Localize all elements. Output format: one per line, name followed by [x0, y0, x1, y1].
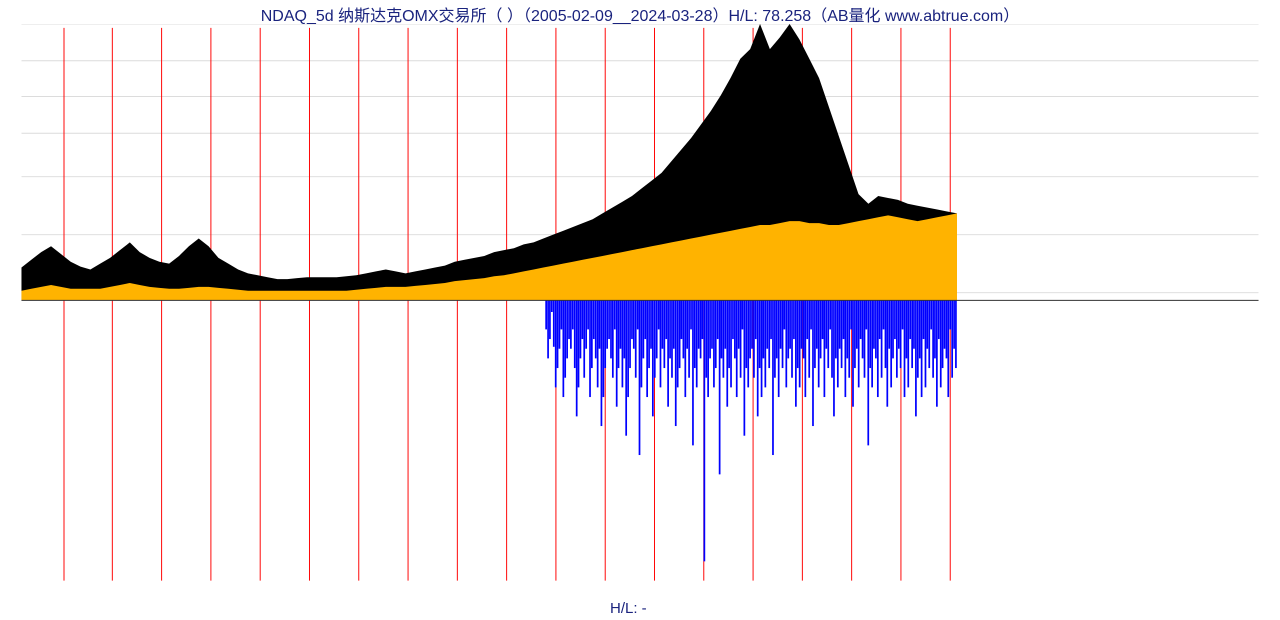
chart-svg: [0, 24, 1280, 600]
hl-bottom-label: H/L: -: [610, 600, 647, 617]
chart-title: NDAQ_5d 纳斯达克OMX交易所（ ）（2005-02-09__2024-0…: [0, 2, 1280, 26]
